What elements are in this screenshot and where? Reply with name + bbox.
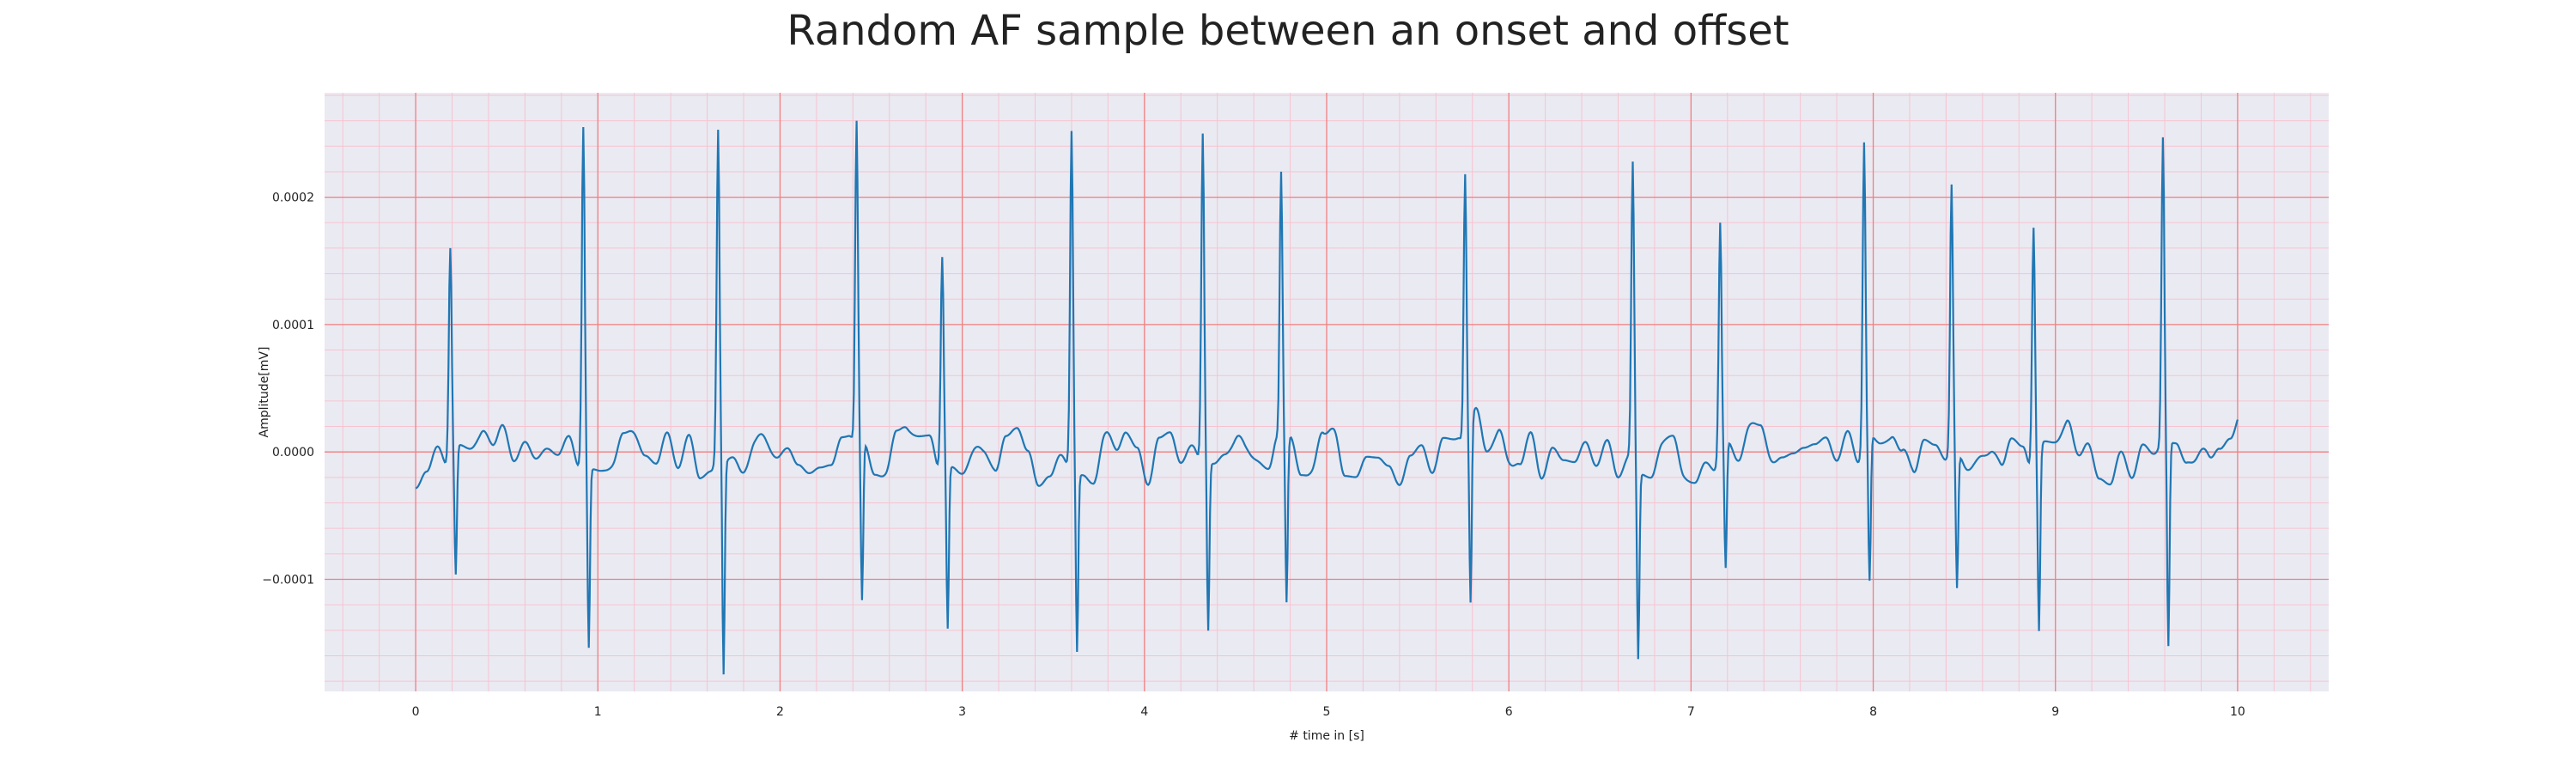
x-tick-label: 10 (2230, 705, 2245, 719)
chart-title: Random AF sample between an onset and of… (787, 7, 1789, 55)
y-tick-label: 0.0002 (272, 192, 314, 205)
x-tick-label: 1 (594, 705, 602, 719)
x-tick-label: 5 (1323, 705, 1331, 719)
x-tick-label: 4 (1140, 705, 1148, 719)
major-grid (325, 93, 2329, 691)
x-axis-ticks: 0 1 2 3 4 5 6 7 8 9 10 (412, 705, 2245, 719)
y-axis-label: Amplitude[mV] (258, 347, 271, 438)
x-tick-label: 0 (412, 705, 420, 719)
x-tick-label: 2 (776, 705, 784, 719)
x-tick-label: 6 (1505, 705, 1513, 719)
x-axis-label: # time in [s] (1289, 729, 1364, 743)
y-tick-label: 0.0000 (272, 446, 314, 460)
y-tick-label: 0.0001 (272, 319, 314, 332)
y-axis-ticks: −0.0001 0.0000 0.0001 0.0002 (262, 192, 314, 587)
x-tick-label: 9 (2051, 705, 2059, 719)
x-tick-label: 8 (1869, 705, 1877, 719)
x-tick-label: 3 (958, 705, 966, 719)
y-tick-label: −0.0001 (262, 573, 314, 587)
x-tick-label: 7 (1687, 705, 1695, 719)
ecg-series-line (415, 120, 2239, 675)
